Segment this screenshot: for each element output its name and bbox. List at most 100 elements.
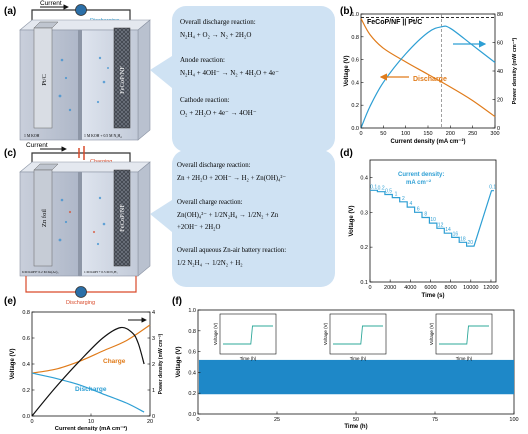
y-axis-right-tick-label: 1 xyxy=(152,388,155,394)
reaction-a-title-1: Anode reaction: xyxy=(180,56,225,64)
plot-frame xyxy=(369,159,497,283)
reaction-c-eq-2: 1/2 N₂H₄ → 1/2N₂ + H₂ xyxy=(177,260,243,267)
inset-plot: Time (h) Voltage (V) xyxy=(213,313,277,361)
step-label: 12 xyxy=(438,222,444,228)
chart-f: 0 25 50 75 100 0.0 0.2 0.4 0.6 0.8 1.0 Time (h) Volt… xyxy=(176,308,519,430)
inset-y-label: Voltage (V) xyxy=(429,322,434,345)
series-voltage xyxy=(370,189,494,247)
y-axis-left-tick-label: 0.8 xyxy=(351,35,359,41)
electrode-right-label-c: FeCoP/NF xyxy=(119,204,126,232)
reaction-box-a xyxy=(172,6,335,152)
series-label-discharge: Discharge xyxy=(413,76,447,83)
y-axis-tick-label: 0.0 xyxy=(188,412,196,418)
reaction-c-title-2: Overall aqueous Zn-air battery reaction: xyxy=(177,247,286,254)
cell-schematic-a: Current Discharging Pt/C FeCoP/NF 1 M KO… xyxy=(19,0,151,141)
y-axis-tick-label: 0.6 xyxy=(188,350,196,356)
step-label: 1 xyxy=(395,192,398,198)
electrolyte-left-label-c: 6 M KOH+ 0.2 M Zn(Ac)₂ xyxy=(22,270,59,274)
x-axis-tick-label: 100 xyxy=(401,131,410,137)
inset-frame xyxy=(435,313,493,355)
chart-b: 0 50 100 150 200 250 300 0.0 0.2 0.4 0.6 0.8 1.0 0 20 4… xyxy=(344,12,518,145)
x-axis-tick-label: 10000 xyxy=(463,285,478,291)
x-axis-label: Current density (mA cm⁻²) xyxy=(391,138,466,145)
x-axis-tick-label: 6000 xyxy=(424,285,436,291)
step-label: 20 xyxy=(468,240,474,246)
x-axis-tick-label: 0 xyxy=(196,417,199,423)
series-voltage-band xyxy=(198,359,514,395)
electrode-right-label-a: FeCoP/NF xyxy=(119,66,126,94)
cell-schematic-c: Current Charging Zn foil FeCoP/NF 6 M KO… xyxy=(19,142,151,306)
current-label-c: Current xyxy=(26,142,48,149)
x-axis-label: Current density (mA cm⁻²) xyxy=(55,425,127,432)
y-axis-tick-label: 0.4 xyxy=(360,175,368,181)
x-axis-tick-label: 4000 xyxy=(404,285,416,291)
inset-y-label: Voltage (V) xyxy=(323,322,328,345)
x-axis-tick-label: 10 xyxy=(88,419,94,425)
x-axis-tick-label: 2000 xyxy=(384,285,396,291)
y-axis-left-tick-label: 0.0 xyxy=(351,126,359,132)
series-discharge xyxy=(31,372,145,413)
x-axis-tick-label: 0 xyxy=(368,285,371,291)
step-label: 6 xyxy=(417,206,420,212)
y-axis-tick-label: 0.4 xyxy=(188,370,196,376)
inset-plot: Time (h) Voltage (V) xyxy=(323,313,387,361)
electrolyte-right-label-a: 1 M KOH + 0.5 M N₂H₄ xyxy=(84,134,122,138)
legend-label: FeCoP/NF || Pt/C xyxy=(367,19,422,26)
reaction-box-c xyxy=(172,150,335,287)
panel-label-f: (f) xyxy=(172,296,182,307)
inset-y-label: Voltage (V) xyxy=(213,322,218,345)
y-axis-left-tick-label: 0.2 xyxy=(22,388,30,394)
bulb-icon xyxy=(75,286,87,298)
reaction-a-eq-1: N₂H₄ + 4OH⁻ → N₂ + 4H₂O + 4e⁻ xyxy=(180,69,279,77)
y-axis-tick-label: 0.2 xyxy=(188,391,196,397)
bulb-icon xyxy=(75,4,87,16)
electrolyte-left-label-a: 1 M KOH xyxy=(24,134,40,138)
series-label-charge: Charge xyxy=(103,358,126,365)
x-axis-tick-label: 300 xyxy=(490,131,499,137)
electrolyte-right-label-c: 1 M KOH + 0.5 M N₂H₄ xyxy=(84,270,118,274)
electrode-left-label-a: Pt/C xyxy=(41,74,48,86)
reaction-a-eq-0: N₂H₄ + O₂ → N₂ + 2H₂O xyxy=(180,31,251,39)
reaction-c-eq-1: Zn(OH)₄²⁻ + 1/2N₂H₄ → 1/2N₂ + Zn xyxy=(177,212,279,219)
panel-label-e: (e) xyxy=(4,296,16,307)
electrode-left-label-c: Zn foil xyxy=(41,209,48,227)
step-label: 14 xyxy=(445,227,451,233)
reaction-a-eq-2: O₂ + 2H₂O + 4e⁻ → 4OH⁻ xyxy=(180,109,257,117)
y-axis-tick-label: 0.1 xyxy=(360,280,368,286)
y-axis-left-label: Voltage (V) xyxy=(344,56,350,87)
y-axis-left-tick-label: 0.8 xyxy=(22,310,30,316)
x-axis-label: Time (h) xyxy=(344,424,367,430)
inset-series xyxy=(439,325,489,345)
step-label: 16 xyxy=(453,231,459,237)
y-axis-right-label: Power density (mW cm⁻²) xyxy=(511,37,518,104)
panel-label-b: (b) xyxy=(340,6,353,17)
x-axis-tick-label: 75 xyxy=(432,417,438,423)
y-axis-left-tick-label: 1.0 xyxy=(351,12,359,18)
inset-x-label: Time (h) xyxy=(240,356,257,361)
x-axis-tick-label: 0 xyxy=(30,419,33,425)
panel-label-a: (a) xyxy=(4,6,16,17)
y-axis-label: Voltage (V) xyxy=(349,206,355,237)
series-voltage xyxy=(360,18,496,118)
x-axis-tick-label: 250 xyxy=(468,131,477,137)
series-power xyxy=(360,25,496,129)
series-power xyxy=(31,326,145,417)
panel-label-d: (d) xyxy=(340,148,353,159)
x-axis-tick-label: 12000 xyxy=(483,285,498,291)
reactions-a: Overall discharge reaction: N₂H₄ + O₂ → … xyxy=(180,18,279,117)
plot-frame xyxy=(31,311,151,417)
inset-frame xyxy=(329,313,387,355)
x-axis-tick-label: 25 xyxy=(274,417,280,423)
y-axis-label: Voltage (V) xyxy=(176,347,182,378)
reaction-a-title-0: Overall discharge reaction: xyxy=(180,18,256,26)
y-axis-tick-label: 0.2 xyxy=(360,245,368,251)
step-label: 18 xyxy=(460,236,466,242)
reaction-c-eq-0: Zn + 2H₂O + 2OH⁻ → H₂ + Zn(OH)₄²⁻ xyxy=(177,175,286,182)
inset-x-label: Time (h) xyxy=(350,356,367,361)
x-axis-tick-label: 100 xyxy=(509,417,518,423)
reaction-c-title-1: Overall charge reaction: xyxy=(177,199,243,206)
reaction-c-title-0: Overall discharge reaction: xyxy=(177,162,251,169)
inset-frame xyxy=(219,313,277,355)
y-axis-right-tick-label: 20 xyxy=(497,98,503,104)
